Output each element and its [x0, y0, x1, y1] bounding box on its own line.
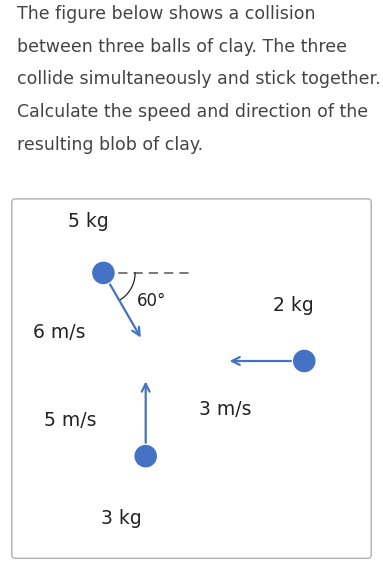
Text: 6 m/s: 6 m/s	[33, 323, 85, 342]
Text: 3 m/s: 3 m/s	[198, 400, 251, 419]
Text: 60°: 60°	[137, 292, 166, 311]
Text: between three balls of clay. The three: between three balls of clay. The three	[17, 38, 347, 56]
Text: 2 kg: 2 kg	[273, 296, 313, 315]
Text: The figure below shows a collision: The figure below shows a collision	[17, 5, 316, 23]
Text: 3 kg: 3 kg	[101, 509, 141, 528]
FancyBboxPatch shape	[12, 199, 371, 558]
Circle shape	[93, 262, 114, 284]
Circle shape	[294, 350, 315, 372]
Circle shape	[135, 446, 156, 467]
Text: 5 m/s: 5 m/s	[44, 411, 96, 430]
Text: 5 kg: 5 kg	[68, 212, 109, 231]
Text: resulting blob of clay.: resulting blob of clay.	[17, 136, 203, 154]
Text: collide simultaneously and stick together.: collide simultaneously and stick togethe…	[17, 70, 381, 89]
Text: Calculate the speed and direction of the: Calculate the speed and direction of the	[17, 103, 368, 121]
